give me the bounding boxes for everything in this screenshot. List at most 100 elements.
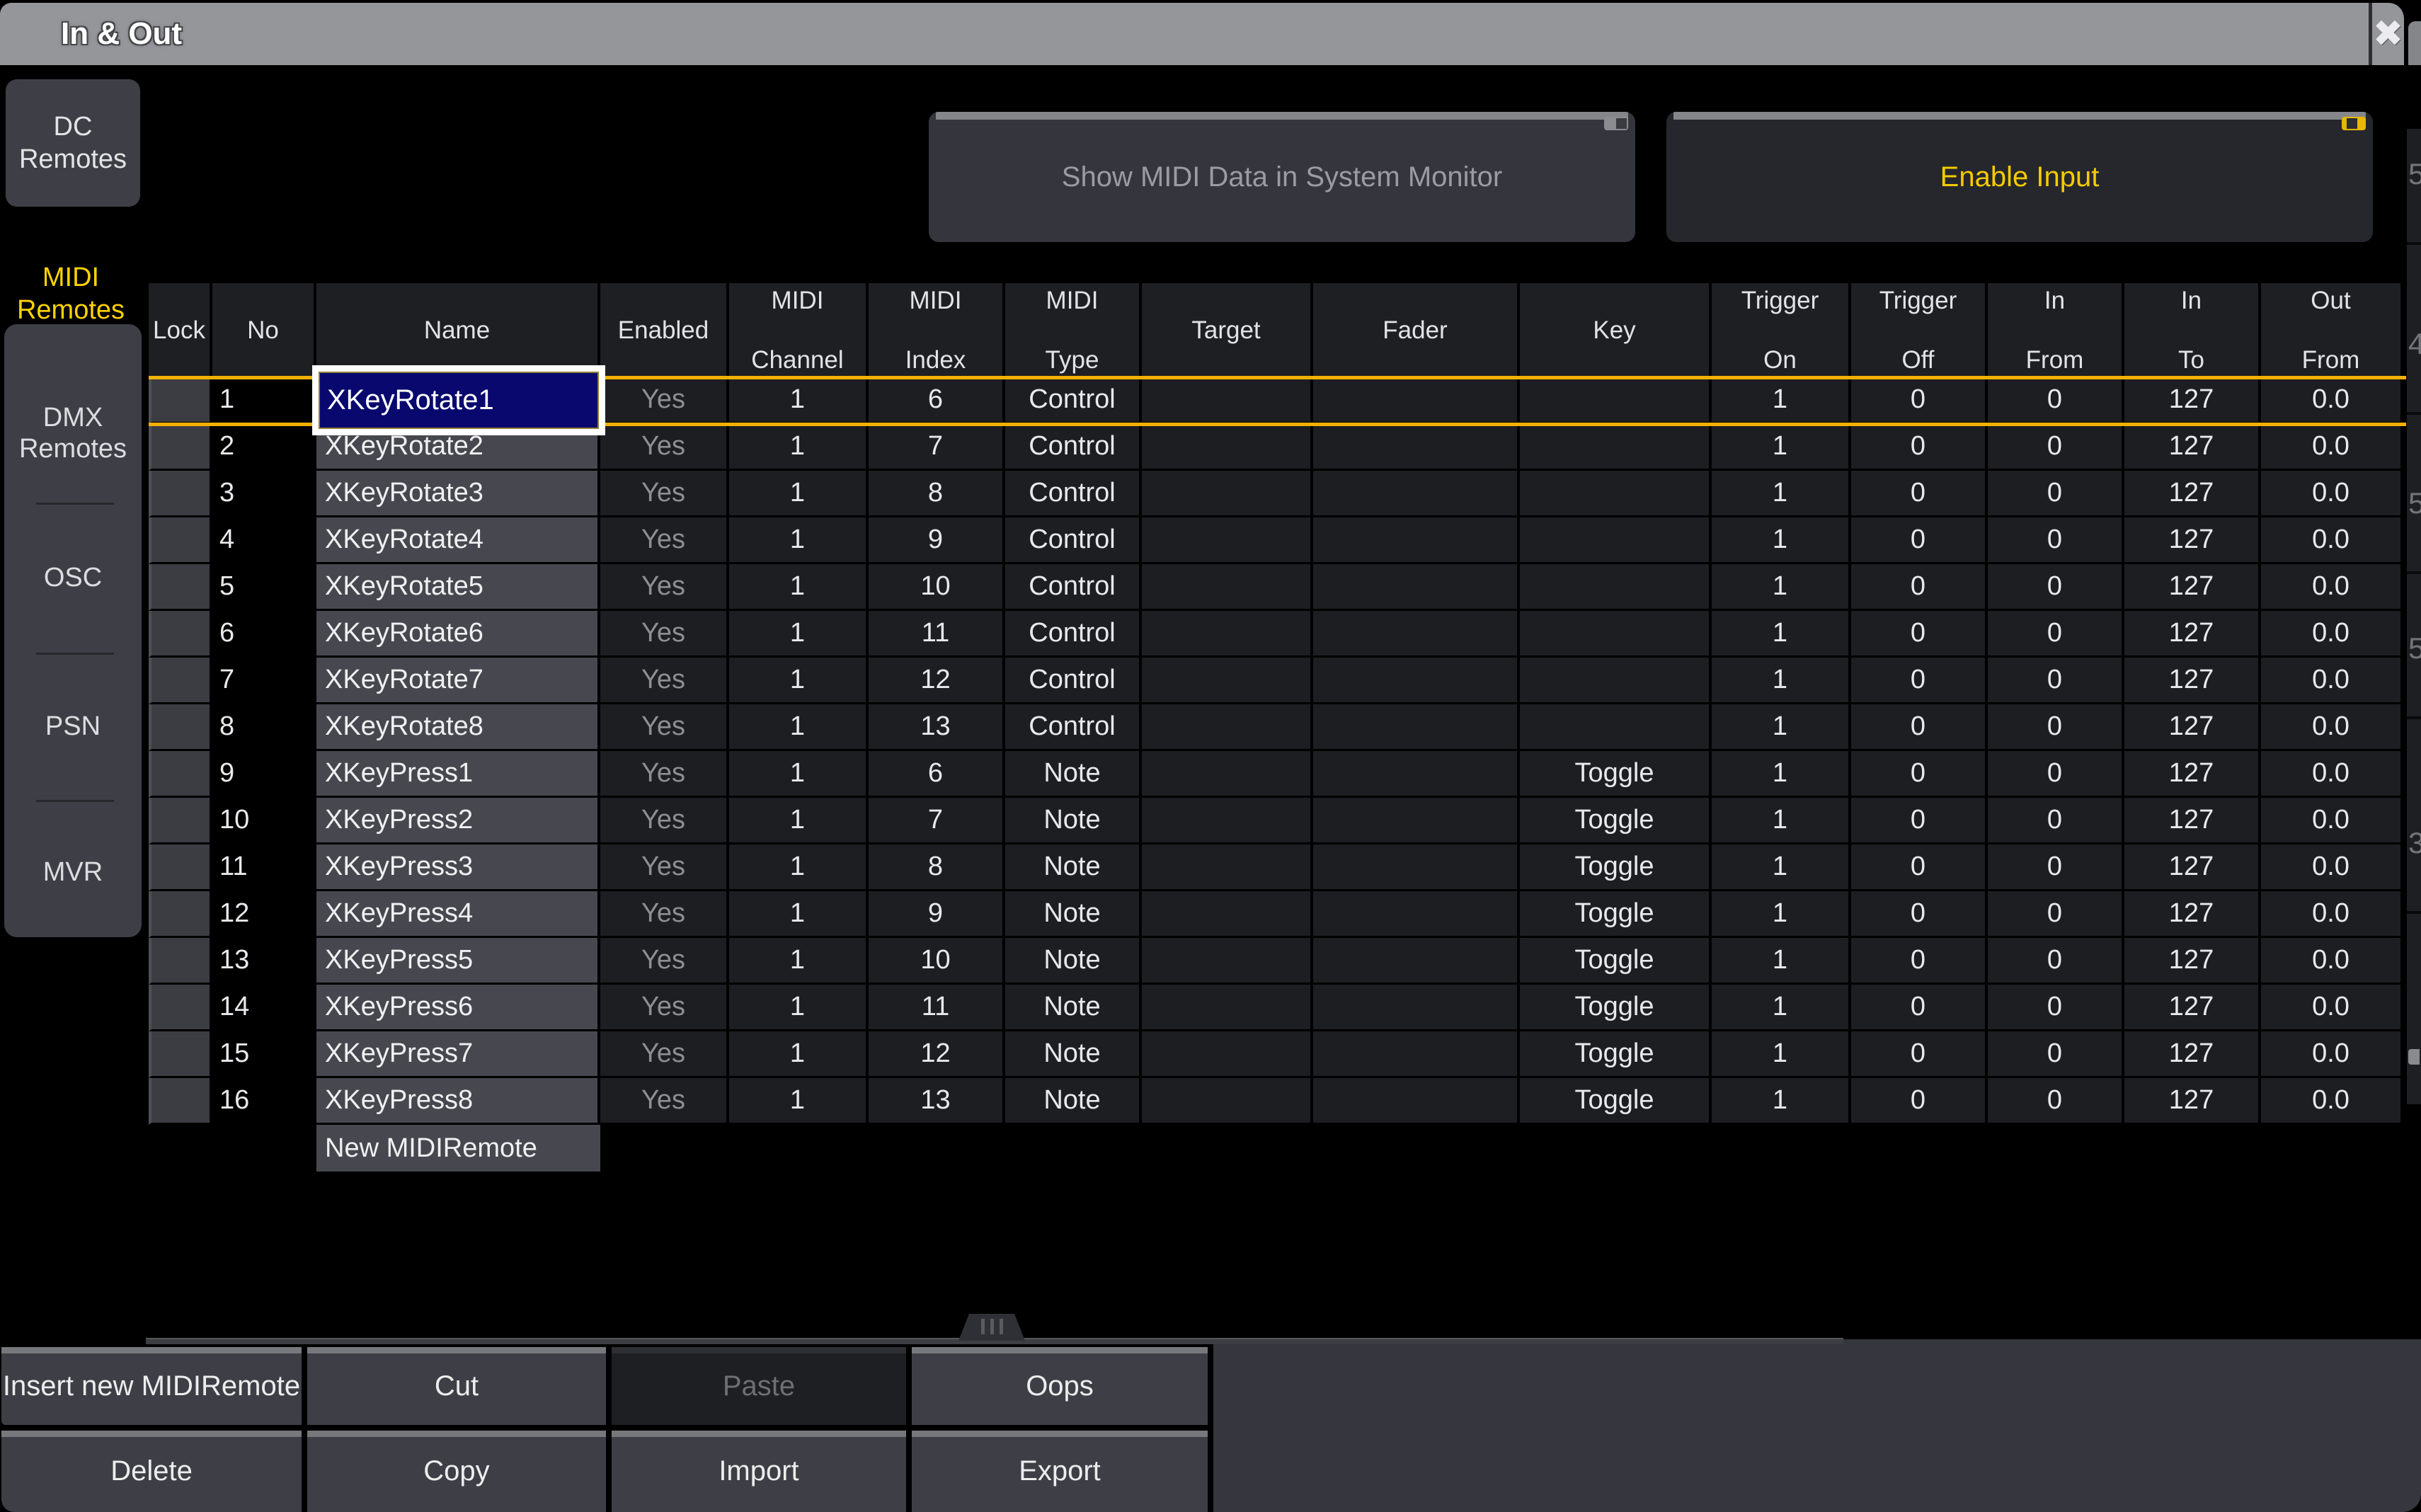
cell-enabled[interactable]: Yes [600, 517, 729, 564]
cell-target[interactable] [1142, 1031, 1313, 1078]
cell-enabled[interactable]: Yes [600, 891, 729, 938]
col-header-target[interactable]: Target [1142, 283, 1313, 377]
cell-midi_type[interactable]: Control [1005, 517, 1142, 564]
cell-enabled[interactable]: Yes [600, 1031, 729, 1078]
cell-in_from[interactable]: 0 [1988, 938, 2124, 985]
cell-trigger_off[interactable]: 0 [1851, 424, 1988, 471]
cell-midi_index[interactable]: 6 [869, 751, 1005, 798]
cell-in_from[interactable]: 0 [1988, 377, 2124, 424]
cell-name[interactable]: XKeyRotate3 [316, 471, 600, 517]
cell-midi_type[interactable]: Note [1005, 1031, 1142, 1078]
cell-fader[interactable] [1313, 471, 1520, 517]
cell-midi_type[interactable]: Control [1005, 471, 1142, 517]
cell-key[interactable]: Toggle [1520, 985, 1712, 1031]
cell-target[interactable] [1142, 564, 1313, 611]
cell-midi_index[interactable]: 10 [869, 938, 1005, 985]
cell-key[interactable] [1520, 658, 1712, 704]
cell-enabled[interactable]: Yes [600, 844, 729, 891]
cell-trigger_on[interactable]: 1 [1712, 844, 1851, 891]
cell-out_from[interactable]: 0.0 [2261, 891, 2403, 938]
cell-trigger_on[interactable]: 1 [1712, 751, 1851, 798]
cell-trigger_off[interactable]: 0 [1851, 471, 1988, 517]
cell-midi_index[interactable]: 13 [869, 704, 1005, 751]
cell-lock[interactable] [149, 658, 212, 704]
cell-name[interactable]: XKeyRotate4 [316, 517, 600, 564]
paste-button-disabled[interactable]: Paste [612, 1347, 906, 1425]
cell-out_from[interactable]: 0.0 [2261, 517, 2403, 564]
delete-button[interactable]: Delete [1, 1431, 302, 1512]
cell-lock[interactable] [149, 611, 212, 658]
col-header-in_from[interactable]: In From [1988, 283, 2124, 377]
cell-midi_type[interactable]: Note [1005, 844, 1142, 891]
cell-name[interactable]: XKeyPress7 [316, 1031, 600, 1078]
cell-target[interactable] [1142, 1078, 1313, 1125]
cell-fader[interactable] [1313, 938, 1520, 985]
cell-trigger_off[interactable]: 0 [1851, 564, 1988, 611]
cell-midi_type[interactable]: Note [1005, 985, 1142, 1031]
cell-out_from[interactable]: 0.0 [2261, 938, 2403, 985]
cell-trigger_off[interactable]: 0 [1851, 1078, 1988, 1125]
cell-in_from[interactable]: 0 [1988, 424, 2124, 471]
cell-fader[interactable] [1313, 424, 1520, 471]
cell-enabled[interactable]: Yes [600, 798, 729, 844]
cell-midi_index[interactable]: 8 [869, 844, 1005, 891]
cell-enabled[interactable]: Yes [600, 985, 729, 1031]
cell-trigger_off[interactable]: 0 [1851, 1031, 1988, 1078]
cell-trigger_off[interactable]: 0 [1851, 798, 1988, 844]
cell-midi_type[interactable]: Note [1005, 1078, 1142, 1125]
cell-name[interactable]: XKeyPress2 [316, 798, 600, 844]
cell-lock[interactable] [149, 891, 212, 938]
cell-in_to[interactable]: 127 [2124, 1031, 2261, 1078]
col-header-no[interactable]: No [212, 283, 316, 377]
cell-no[interactable]: 8 [212, 704, 316, 751]
cell-target[interactable] [1142, 471, 1313, 517]
cell-fader[interactable] [1313, 564, 1520, 611]
cell-midi_index[interactable]: 12 [869, 1031, 1005, 1078]
cell-midi_channel[interactable]: 1 [729, 658, 869, 704]
copy-button[interactable]: Copy [307, 1431, 606, 1512]
cell-name[interactable]: XKeyRotate8 [316, 704, 600, 751]
cell-trigger_off[interactable]: 0 [1851, 611, 1988, 658]
drag-grip-icon[interactable] [958, 1314, 1025, 1341]
cell-midi_channel[interactable]: 1 [729, 377, 869, 424]
cell-key[interactable]: Toggle [1520, 1031, 1712, 1078]
cut-button[interactable]: Cut [307, 1347, 606, 1425]
cell-key[interactable] [1520, 517, 1712, 564]
sidebar-tab-dmx-remotes[interactable]: DMX Remotes [4, 399, 142, 467]
cell-target[interactable] [1142, 891, 1313, 938]
cell-enabled[interactable]: Yes [600, 658, 729, 704]
cell-fader[interactable] [1313, 985, 1520, 1031]
cell-enabled[interactable]: Yes [600, 611, 729, 658]
cell-target[interactable] [1142, 517, 1313, 564]
cell-target[interactable] [1142, 844, 1313, 891]
cell-key[interactable] [1520, 704, 1712, 751]
cell-key[interactable] [1520, 611, 1712, 658]
cell-trigger_off[interactable]: 0 [1851, 891, 1988, 938]
cell-target[interactable] [1142, 938, 1313, 985]
cell-no[interactable]: 12 [212, 891, 316, 938]
cell-in_from[interactable]: 0 [1988, 891, 2124, 938]
cell-in_to[interactable]: 127 [2124, 1078, 2261, 1125]
window-titlebar[interactable] [0, 3, 2404, 65]
cell-name[interactable]: XKeyPress4 [316, 891, 600, 938]
cell-in_to[interactable]: 127 [2124, 704, 2261, 751]
cell-target[interactable] [1142, 658, 1313, 704]
cell-midi_type[interactable]: Control [1005, 564, 1142, 611]
cell-in_to[interactable]: 127 [2124, 798, 2261, 844]
sidebar-tab-psn[interactable]: PSN [4, 692, 142, 760]
close-icon[interactable]: ✖ [2372, 13, 2404, 55]
cell-in_to[interactable]: 127 [2124, 517, 2261, 564]
cell-fader[interactable] [1313, 844, 1520, 891]
cell-key[interactable]: Toggle [1520, 938, 1712, 985]
cell-in_to[interactable]: 127 [2124, 564, 2261, 611]
cell-in_from[interactable]: 0 [1988, 704, 2124, 751]
cell-fader[interactable] [1313, 891, 1520, 938]
cell-trigger_on[interactable]: 1 [1712, 424, 1851, 471]
col-header-out_from[interactable]: Out From [2261, 283, 2403, 377]
cell-trigger_on[interactable]: 1 [1712, 377, 1851, 424]
cell-out_from[interactable]: 0.0 [2261, 1031, 2403, 1078]
cell-key[interactable]: Toggle [1520, 798, 1712, 844]
cell-midi_index[interactable]: 13 [869, 1078, 1005, 1125]
cell-key[interactable]: Toggle [1520, 751, 1712, 798]
col-header-lock[interactable]: Lock [149, 283, 212, 377]
